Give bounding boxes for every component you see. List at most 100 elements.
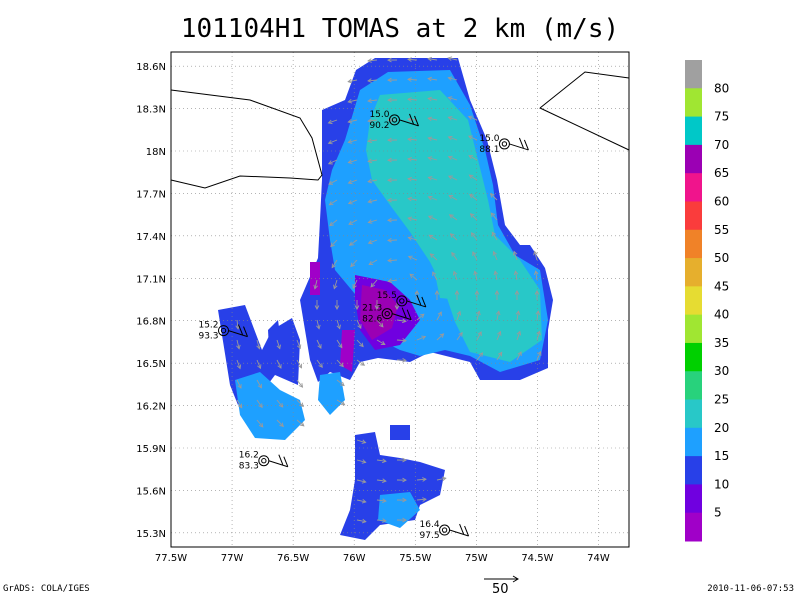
wind-vector xyxy=(368,219,378,223)
wind-vector xyxy=(453,271,458,281)
wind-vector-head xyxy=(387,177,392,183)
wind-vector xyxy=(328,139,338,144)
wind-vector-head xyxy=(387,217,392,223)
wind-speed-region xyxy=(378,492,420,528)
wind-vector-head xyxy=(298,383,304,388)
wind-vector xyxy=(448,57,458,61)
wind-vector-head xyxy=(427,96,433,102)
wind-vector xyxy=(356,499,366,503)
wind-vector xyxy=(428,117,438,121)
colorbar-swatch xyxy=(685,173,702,202)
wind-vector-head xyxy=(258,422,264,428)
wind-vector-head xyxy=(447,96,453,101)
station-marker: 16.283.3 xyxy=(239,451,289,472)
wind-vector-head xyxy=(414,290,420,295)
station-label-top: 16.4 xyxy=(420,520,440,530)
colorbar-label: 15 xyxy=(714,449,729,463)
station-label-top: 16.2 xyxy=(239,451,259,461)
wind-vector xyxy=(476,352,483,361)
wind-vector-head xyxy=(434,290,440,295)
wind-vector xyxy=(336,359,344,367)
colorbar-swatch xyxy=(685,88,702,118)
coastline-west xyxy=(170,89,323,189)
wind-vector-head xyxy=(498,351,503,357)
wind-vector xyxy=(448,156,458,161)
wind-vector-head xyxy=(236,344,241,350)
colorbar-label: 55 xyxy=(714,223,729,237)
wind-vector xyxy=(296,339,301,349)
x-tick-label: 77W xyxy=(221,553,244,564)
wind-vector-head xyxy=(382,478,387,484)
station-label-bottom: 93.3 xyxy=(198,332,218,342)
wind-vector-head xyxy=(447,155,453,160)
station-ring-inner xyxy=(384,310,390,317)
wind-vector xyxy=(336,399,345,406)
wind-vector xyxy=(428,196,438,201)
wind-speed-region xyxy=(340,330,355,372)
wind-vector-head xyxy=(447,116,453,121)
wind-vector-head xyxy=(495,310,501,316)
wind-vector-head xyxy=(327,119,333,125)
wind-vector xyxy=(348,139,358,143)
wind-vector-head xyxy=(359,342,364,348)
x-tick-label: 77.5W xyxy=(155,553,187,564)
y-tick-label: 18.3N xyxy=(136,105,166,116)
wind-vector-head xyxy=(407,255,413,260)
wind-vector xyxy=(456,311,461,321)
y-tick-label: 15.9N xyxy=(136,444,166,455)
wind-vector-head xyxy=(497,330,502,336)
wind-vector-head xyxy=(368,260,374,265)
wind-vector xyxy=(451,252,458,261)
coastline-east-north xyxy=(539,71,630,109)
wind-vector xyxy=(428,58,438,61)
colorbar-swatch xyxy=(685,144,702,174)
wind-vector-head xyxy=(367,58,372,63)
wind-vector xyxy=(336,339,343,348)
wind-vector xyxy=(256,399,263,408)
wind-barb xyxy=(449,529,469,537)
wind-vector xyxy=(256,339,260,349)
wind-vector xyxy=(493,251,498,261)
wind-vector-head xyxy=(533,270,539,276)
colorbar-label: 60 xyxy=(714,194,729,208)
colorbar-swatch xyxy=(685,512,702,542)
wind-vector-head xyxy=(367,78,372,83)
y-tick-label: 17.4N xyxy=(136,232,166,243)
wind-barb-flag xyxy=(401,307,407,318)
wind-barb-flag xyxy=(278,454,284,465)
station-label-bottom: 97.5 xyxy=(420,531,440,541)
wind-vector xyxy=(496,311,500,321)
colorbar-swatch xyxy=(685,286,702,316)
y-tick-label: 15.6N xyxy=(136,486,166,497)
x-tick-label: 74W xyxy=(587,553,610,564)
wind-vector xyxy=(236,379,242,389)
wind-vector xyxy=(336,319,341,329)
station-ring-inner xyxy=(501,141,508,147)
wind-vector-head xyxy=(387,157,392,163)
colorbar-label: 35 xyxy=(714,336,729,350)
wind-vector xyxy=(349,239,358,246)
wind-vector-head xyxy=(387,97,392,103)
wind-vector xyxy=(396,319,406,322)
wind-vector-head xyxy=(340,401,346,406)
colorbar-label: 20 xyxy=(714,421,729,435)
wind-speed-region xyxy=(340,432,445,540)
wind-barb-flag xyxy=(518,137,524,149)
wind-vector-head xyxy=(427,176,433,181)
wind-vector-head xyxy=(535,310,541,316)
wind-vector-head xyxy=(339,362,344,368)
wind-vector xyxy=(296,379,303,388)
wind-vector xyxy=(408,158,418,161)
wind-vector xyxy=(408,138,418,141)
colorbar-swatch xyxy=(685,229,702,259)
wind-vector-head xyxy=(467,115,473,120)
wind-vector-head xyxy=(402,477,407,483)
wind-vector-head xyxy=(490,212,496,218)
coastline xyxy=(170,71,630,189)
wind-vector-head xyxy=(387,278,393,284)
wind-vector-head xyxy=(407,216,413,222)
station-label-top: 21.3 xyxy=(362,304,382,314)
wind-vector xyxy=(536,351,542,361)
colorbar-swatch xyxy=(685,116,702,146)
wind-vector-head xyxy=(374,305,380,310)
